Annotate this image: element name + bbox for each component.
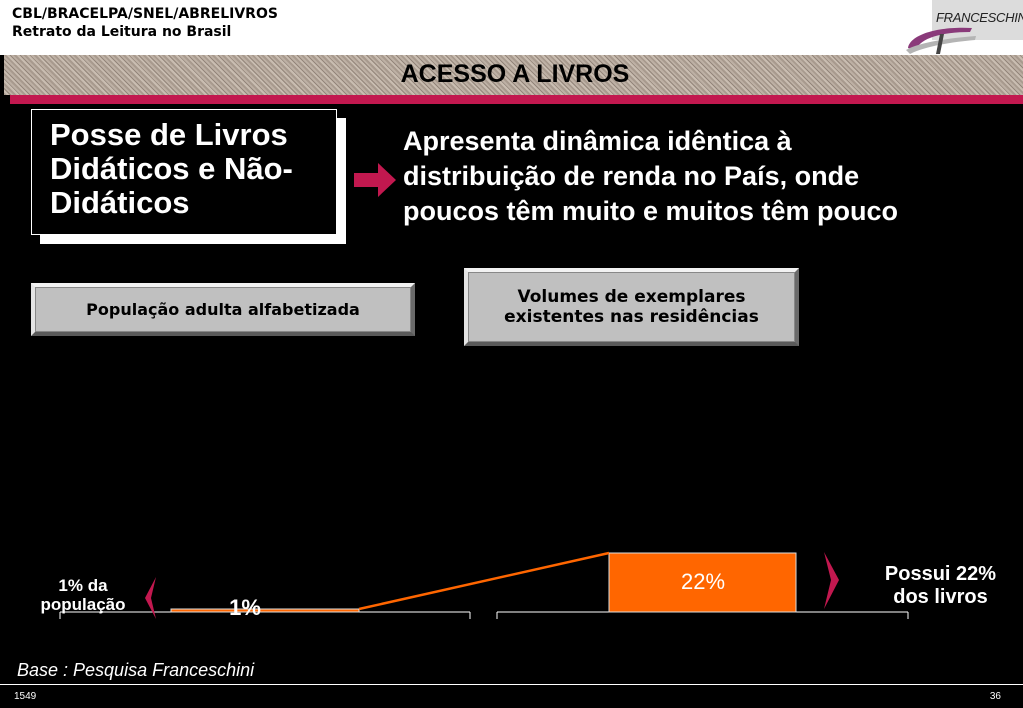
population-box-label: População adulta alfabetizada xyxy=(35,287,411,332)
chevron-left-icon xyxy=(145,577,156,619)
base-source: Base : Pesquisa Franceschini xyxy=(17,660,255,680)
label-left: 1% da população xyxy=(22,576,144,614)
posse-line-3: Didáticos xyxy=(50,185,190,220)
bar-value-label-1: 1% xyxy=(229,595,261,620)
label-left-line-1: 1% da xyxy=(58,576,108,595)
posse-box: Posse de Livros Didáticos e Não- Didátic… xyxy=(31,109,337,235)
logo-text: FRANCESCHINI xyxy=(936,10,1023,25)
title-band-accent xyxy=(10,95,1023,104)
volumes-box-inner: Volumes de exemplares existentes nas res… xyxy=(468,272,795,342)
population-box: População adulta alfabetizada xyxy=(31,283,415,336)
bar-volumes xyxy=(608,552,797,613)
label-right-line-2: dos livros xyxy=(893,586,988,608)
volumes-line-2: existentes nas residências xyxy=(504,307,759,327)
volumes-line-1: Volumes de exemplares xyxy=(517,287,746,307)
title-band xyxy=(4,55,1023,95)
label-right: Possui 22% dos livros xyxy=(868,563,1013,609)
description-line-3: poucos têm muito e muitos têm pouco xyxy=(403,196,899,226)
logo-swoosh-icon xyxy=(906,27,976,54)
bar-population xyxy=(170,608,360,613)
posse-line-2: Didáticos e Não- xyxy=(50,151,293,186)
header-line-2: Retrato da Leitura no Brasil xyxy=(12,24,232,40)
page-number: 36 xyxy=(989,691,1001,702)
footer-left-number: 1549 xyxy=(14,691,37,702)
posse-line-1: Posse de Livros xyxy=(50,117,288,152)
arrow-right-icon xyxy=(354,163,396,197)
chevron-right-icon xyxy=(824,552,839,609)
bar-connector-line xyxy=(358,551,610,611)
description-line-1: Apresenta dinâmica idêntica à xyxy=(403,126,792,156)
footer-divider xyxy=(0,684,1023,685)
page-title: ACESSO A LIVROS xyxy=(400,60,630,88)
bar-value-label-2: 22% xyxy=(680,569,726,594)
description: Apresenta dinâmica idêntica à distribuiç… xyxy=(403,124,1003,229)
description-line-2: distribuição de renda no País, onde xyxy=(403,161,860,191)
franceschini-logo: FRANCESCHINI xyxy=(900,0,1023,55)
header-bar: CBL/BRACELPA/SNEL/ABRELIVROS Retrato da … xyxy=(0,0,1023,55)
volumes-box: Volumes de exemplares existentes nas res… xyxy=(464,268,799,346)
label-right-line-1: Possui 22% xyxy=(884,563,997,585)
label-left-line-2: população xyxy=(40,595,126,614)
header-line-1: CBL/BRACELPA/SNEL/ABRELIVROS xyxy=(12,6,278,22)
